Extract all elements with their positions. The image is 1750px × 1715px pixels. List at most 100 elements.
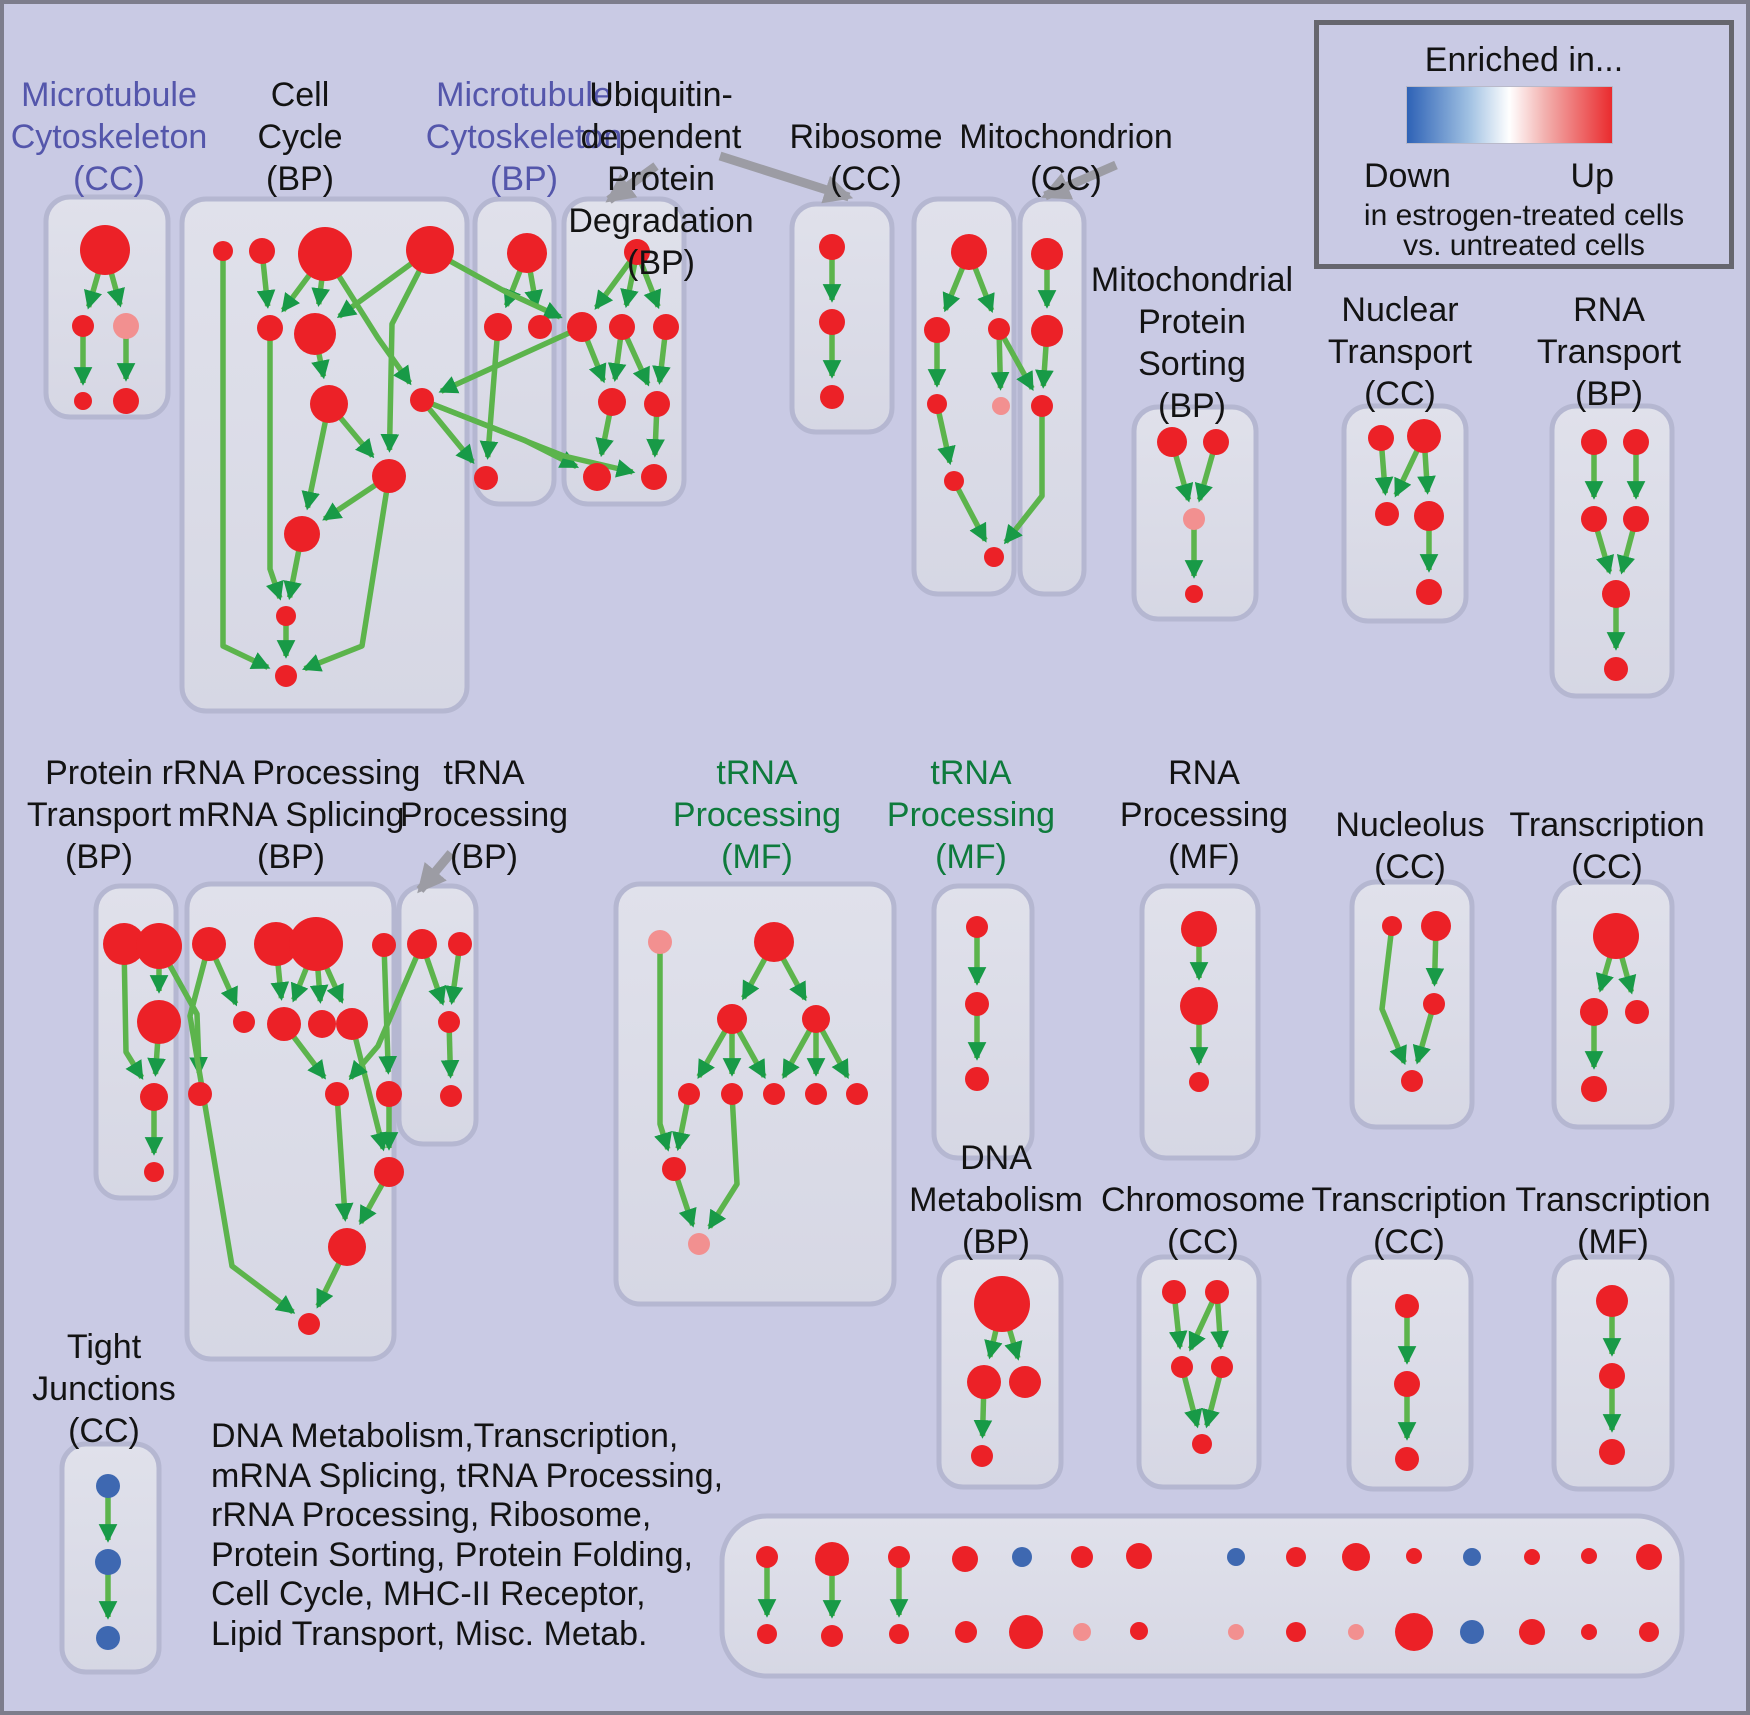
go-term-node-b1b bbox=[757, 1624, 777, 1644]
legend-down-label: Down bbox=[1364, 157, 1451, 195]
go-term-node-zm1 bbox=[1599, 1363, 1625, 1389]
go-term-node-d0 bbox=[1181, 911, 1217, 947]
edge-p0-p3 bbox=[121, 943, 145, 1080]
go-term-node-n2 bbox=[1375, 502, 1399, 526]
go-term-node-j2 bbox=[96, 1626, 120, 1650]
go-term-node-zm0 bbox=[1596, 1285, 1628, 1317]
go-term-node-f0 bbox=[1593, 913, 1639, 959]
edge-c3-c8 bbox=[380, 248, 433, 453]
go-term-node-q3 bbox=[802, 1005, 830, 1033]
edge-q0-q9 bbox=[654, 942, 672, 1152]
edge-g8-g11 bbox=[334, 1093, 354, 1222]
go-term-node-w2 bbox=[1031, 395, 1053, 417]
go-term-node-h2 bbox=[438, 1011, 460, 1033]
go-term-node-b6b bbox=[1073, 1623, 1091, 1641]
go-term-node-q7 bbox=[805, 1083, 827, 1105]
label-pointer-arrow-2 bbox=[718, 151, 854, 204]
summary-note-line: mRNA Splicing, tRNA Processing, bbox=[211, 1456, 724, 1495]
go-term-node-h3 bbox=[440, 1085, 462, 1107]
go-term-node-b11b bbox=[1395, 1613, 1433, 1651]
go-term-node-y3 bbox=[1211, 1356, 1233, 1378]
go-term-node-e0 bbox=[1382, 916, 1402, 936]
go-term-node-b2b bbox=[821, 1625, 843, 1647]
go-term-node-w0 bbox=[1031, 238, 1063, 270]
summary-note-line: rRNA Processing, Ribosome, bbox=[211, 1496, 652, 1534]
go-term-node-p5 bbox=[144, 1162, 164, 1182]
trna-processing-mf-2-box bbox=[931, 883, 1035, 1161]
go-term-node-q4 bbox=[678, 1083, 700, 1105]
go-term-node-c4 bbox=[257, 315, 283, 341]
go-term-node-f1 bbox=[1580, 998, 1608, 1026]
edge-r2-w2 bbox=[996, 327, 1035, 391]
go-term-node-p2 bbox=[137, 1000, 181, 1044]
go-term-node-t0 bbox=[1581, 429, 1607, 455]
go-term-node-a0 bbox=[80, 225, 130, 275]
go-term-node-r0 bbox=[951, 234, 987, 270]
go-term-node-c0 bbox=[213, 241, 233, 261]
go-term-node-n3 bbox=[1414, 501, 1444, 531]
go-term-node-t3 bbox=[1623, 506, 1649, 532]
go-term-node-d1 bbox=[1180, 987, 1218, 1025]
summary-note-line: Lipid Transport, Misc. Metab. bbox=[211, 1614, 648, 1653]
go-term-node-b4b bbox=[955, 1621, 977, 1643]
legend-gradient-bar bbox=[1406, 86, 1613, 144]
edge-m1-m3 bbox=[479, 326, 501, 460]
go-term-node-e3 bbox=[1401, 1070, 1423, 1092]
go-term-node-b7t bbox=[1126, 1543, 1152, 1569]
rna-transport-bp-box bbox=[1549, 403, 1675, 699]
go-term-node-b13b bbox=[1519, 1619, 1545, 1645]
go-term-node-c5 bbox=[294, 313, 336, 355]
go-term-node-g1 bbox=[254, 922, 298, 966]
go-term-node-d2 bbox=[1189, 1072, 1209, 1092]
go-term-node-g8 bbox=[325, 1082, 349, 1106]
legend-title: Enriched in... bbox=[1424, 41, 1624, 79]
trna-processing-bp-box bbox=[396, 883, 479, 1147]
go-term-node-q6 bbox=[763, 1083, 785, 1105]
go-term-node-u7 bbox=[641, 464, 667, 490]
go-term-node-e2 bbox=[1423, 993, 1445, 1015]
go-term-node-g3 bbox=[372, 933, 396, 957]
go-term-node-y0 bbox=[1162, 1280, 1186, 1304]
go-term-node-s1 bbox=[1203, 429, 1229, 455]
summary-note-line: DNA Metabolism,Transcription, bbox=[211, 1417, 679, 1455]
go-term-node-b5t bbox=[1012, 1547, 1032, 1567]
go-term-node-c1 bbox=[249, 238, 275, 264]
go-term-node-z2 bbox=[1395, 1447, 1419, 1471]
go-term-node-y2 bbox=[1171, 1356, 1193, 1378]
label-pointer-arrow-1 bbox=[605, 162, 659, 204]
go-term-node-b8t bbox=[1227, 1548, 1245, 1566]
go-term-node-m2 bbox=[528, 315, 552, 339]
go-term-node-c7 bbox=[410, 388, 434, 412]
go-term-node-q5 bbox=[721, 1083, 743, 1105]
transcription-cc-1-box bbox=[1551, 879, 1675, 1130]
go-term-node-b5b bbox=[1009, 1615, 1043, 1649]
go-term-node-q8 bbox=[846, 1083, 868, 1105]
go-term-node-a2 bbox=[113, 313, 139, 339]
go-term-node-b2t bbox=[815, 1542, 849, 1576]
nucleolus-cc-box bbox=[1349, 879, 1475, 1130]
go-term-node-t2 bbox=[1581, 506, 1607, 532]
go-term-node-g9 bbox=[376, 1081, 402, 1107]
go-term-node-v0 bbox=[819, 234, 845, 260]
go-term-node-w1 bbox=[1031, 315, 1063, 347]
edge-q5-q10 bbox=[707, 1093, 740, 1230]
summary-note-line: Protein Sorting, Protein Folding, bbox=[211, 1535, 693, 1574]
go-term-node-z1 bbox=[1394, 1371, 1420, 1397]
label-pointer-arrow-3 bbox=[1041, 160, 1118, 201]
go-term-node-b7b bbox=[1130, 1622, 1148, 1640]
go-term-node-b12t bbox=[1463, 1548, 1481, 1566]
go-term-node-m1 bbox=[484, 313, 512, 341]
edge-c3-u1 bbox=[428, 247, 563, 320]
go-term-node-k0 bbox=[966, 916, 988, 938]
go-term-node-g2 bbox=[289, 917, 343, 971]
go-term-node-u3 bbox=[653, 314, 679, 340]
go-term-node-j0 bbox=[96, 1474, 120, 1498]
go-term-node-g0 bbox=[192, 927, 226, 961]
go-term-node-q2 bbox=[717, 1004, 747, 1034]
go-term-node-q0 bbox=[648, 930, 672, 954]
misc-categories-box bbox=[719, 1513, 1685, 1679]
go-term-node-g7 bbox=[336, 1008, 368, 1040]
go-term-node-b6t bbox=[1071, 1546, 1093, 1568]
go-term-node-p1 bbox=[136, 923, 182, 969]
go-term-node-u1 bbox=[567, 312, 597, 342]
